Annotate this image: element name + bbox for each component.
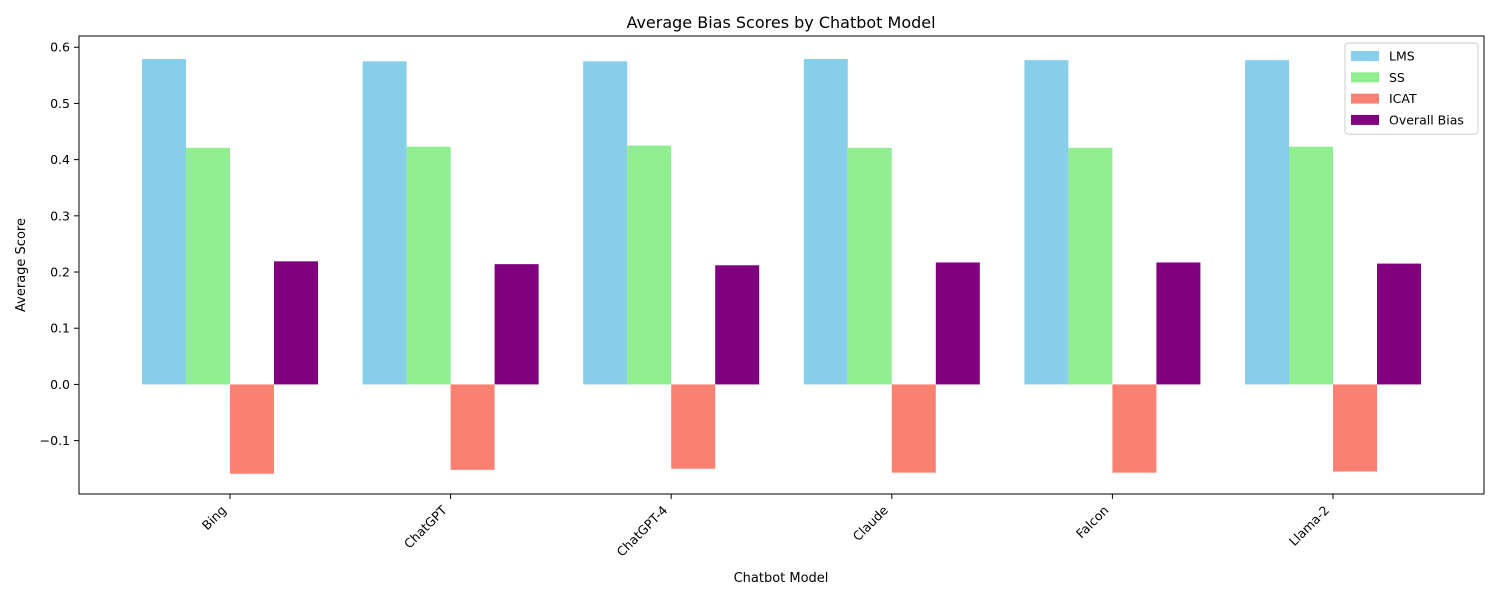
y-tick-label: 0.4 bbox=[50, 152, 70, 167]
y-axis-label: Average Score bbox=[14, 218, 29, 312]
bar-overall-bias-bing bbox=[274, 261, 318, 385]
y-tick-label: 0.1 bbox=[50, 321, 70, 336]
bar-lms-llama-2 bbox=[1245, 60, 1289, 385]
bar-ss-chatgpt bbox=[406, 146, 451, 385]
bar-icat-claude bbox=[891, 384, 936, 473]
legend-swatch bbox=[1351, 51, 1379, 61]
x-tick-label: Claude bbox=[850, 502, 892, 544]
legend-frame bbox=[1344, 42, 1479, 135]
legend-label: Overall Bias bbox=[1389, 112, 1464, 127]
legend-label: ICAT bbox=[1389, 91, 1417, 106]
y-tick-label: 0.5 bbox=[50, 96, 70, 111]
y-tick-label: 0.3 bbox=[50, 208, 70, 223]
y-tick-label: 0.0 bbox=[50, 377, 70, 392]
legend-label: LMS bbox=[1389, 49, 1415, 64]
legend-swatch bbox=[1351, 72, 1379, 83]
bar-icat-falcon bbox=[1112, 384, 1157, 473]
bar-ss-bing bbox=[186, 147, 230, 385]
bars-layer bbox=[142, 59, 1421, 474]
y-tick-label: 0.2 bbox=[50, 265, 70, 280]
bar-overall-bias-claude bbox=[935, 262, 980, 385]
y-axis: −0.1 0.0 0.1 0.2 0.3 0.4 0.5 0.6 bbox=[40, 40, 79, 448]
plot-frame bbox=[78, 35, 1485, 495]
x-tick-label: ChatGPT bbox=[401, 502, 450, 551]
bar-lms-chatgpt bbox=[362, 61, 407, 385]
bar-lms-claude bbox=[803, 59, 848, 385]
legend-swatch bbox=[1351, 93, 1379, 104]
x-tick-label: Bing bbox=[199, 503, 229, 533]
bar-ss-falcon bbox=[1068, 147, 1113, 385]
y-tick-label: 0.6 bbox=[50, 40, 70, 55]
bar-lms-chatgpt-4 bbox=[583, 61, 628, 385]
bar-icat-bing bbox=[230, 384, 274, 474]
bar-ss-chatgpt-4 bbox=[627, 145, 672, 385]
bar-overall-bias-chatgpt-4 bbox=[715, 265, 760, 385]
legend-label: SS bbox=[1389, 70, 1405, 85]
chart-title: Average Bias Scores by Chatbot Model bbox=[626, 13, 935, 32]
bar-icat-chatgpt bbox=[450, 384, 495, 470]
bar-overall-bias-falcon bbox=[1156, 262, 1201, 385]
x-tick-label: ChatGPT-4 bbox=[613, 502, 670, 559]
bar-ss-claude bbox=[847, 147, 892, 385]
x-tick-label: Llama-2 bbox=[1286, 503, 1332, 549]
bar-overall-bias-chatgpt bbox=[494, 264, 539, 385]
bar-ss-llama-2 bbox=[1289, 146, 1333, 385]
bar-lms-falcon bbox=[1024, 60, 1069, 385]
bar-overall-bias-llama-2 bbox=[1377, 263, 1421, 385]
x-axis: Bing ChatGPT ChatGPT-4 Claude Falcon Llama-2 bbox=[199, 494, 1334, 559]
x-axis-label: Chatbot Model bbox=[734, 571, 829, 586]
bar-icat-chatgpt-4 bbox=[671, 384, 716, 469]
x-tick-label: Falcon bbox=[1073, 503, 1112, 542]
legend-swatch bbox=[1351, 114, 1379, 125]
legend: LMS SS ICAT Overall Bias bbox=[1344, 42, 1479, 135]
bar-icat-llama-2 bbox=[1333, 384, 1377, 472]
y-tick-label: −0.1 bbox=[40, 433, 70, 448]
bar-lms-bing bbox=[142, 59, 186, 385]
